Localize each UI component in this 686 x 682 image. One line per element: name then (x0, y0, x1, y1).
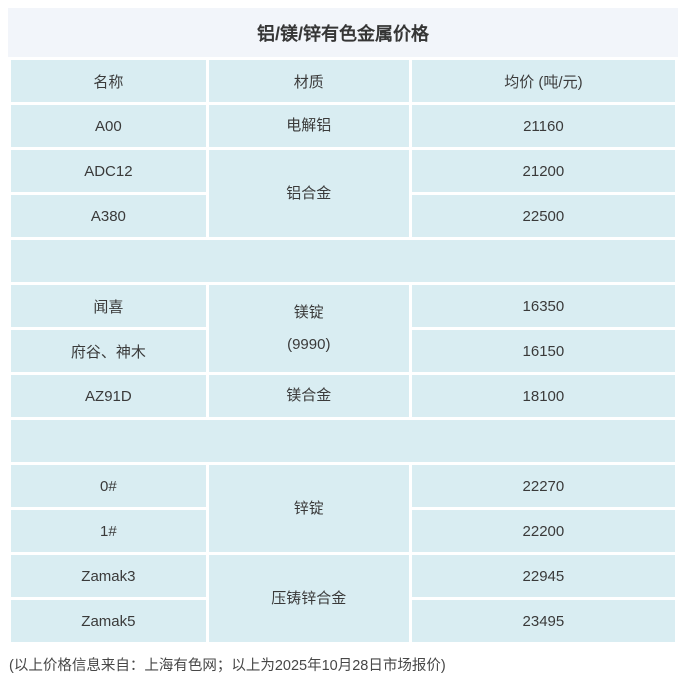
page-title: 铝/镁/锌有色金属价格 (8, 8, 678, 57)
header-row: 名称 材质 均价 (吨/元) (11, 60, 675, 102)
price-table: 名称 材质 均价 (吨/元) A00 电解铝 21160 ADC12 铝合金 2… (8, 57, 678, 645)
price-cell: 21160 (411, 105, 675, 147)
section-spacer-row (11, 240, 675, 282)
price-cell: 16150 (411, 330, 675, 372)
name-cell: 0# (11, 465, 206, 507)
material-cell: 铝合金 (208, 150, 409, 237)
name-cell: 府谷、神木 (11, 330, 206, 372)
material-cell: 镁锭 (9990) (208, 285, 409, 372)
price-cell: 21200 (411, 150, 675, 192)
table-row: A00 电解铝 21160 (11, 105, 675, 147)
table-row: 闻喜 镁锭 (9990) 16350 (11, 285, 675, 372)
name-cell: A380 (11, 195, 206, 237)
col-header-material: 材质 (208, 60, 409, 102)
material-cell: 锌锭 (208, 465, 409, 552)
name-cell: AZ91D (11, 375, 206, 417)
col-header-price: 均价 (吨/元) (411, 60, 675, 102)
section-spacer (11, 420, 675, 462)
section-spacer (11, 240, 675, 282)
price-cell: 22500 (411, 195, 675, 237)
section-spacer-row (11, 420, 675, 462)
name-cell: Zamak5 (11, 600, 206, 642)
table-row: Zamak3 压铸锌合金 22945 (11, 555, 675, 642)
material-cell: 镁合金 (208, 375, 409, 417)
table-row: AZ91D 镁合金 18100 (11, 375, 675, 417)
name-cell: ADC12 (11, 150, 206, 192)
name-cell: A00 (11, 105, 206, 147)
material-cell: 电解铝 (208, 105, 409, 147)
price-cell: 16350 (411, 285, 675, 327)
table-row: 府谷、神木 16150 (11, 330, 675, 372)
price-cell: 22200 (411, 510, 675, 552)
table-row: 1# 22200 (11, 510, 675, 552)
table-row: ADC12 铝合金 21200 (11, 150, 675, 237)
col-header-name: 名称 (11, 60, 206, 102)
material-cell: 压铸锌合金 (208, 555, 409, 642)
table-row: 0# 锌锭 22270 (11, 465, 675, 552)
price-cell: 23495 (411, 600, 675, 642)
table-row: Zamak5 23495 (11, 600, 675, 642)
source-note: (以上价格信息来自：上海有色网；以上为2025年10月28日市场报价) (9, 658, 446, 674)
name-cell: Zamak3 (11, 555, 206, 597)
price-cell: 22270 (411, 465, 675, 507)
name-cell: 闻喜 (11, 285, 206, 327)
name-cell: 1# (11, 510, 206, 552)
price-cell: 18100 (411, 375, 675, 417)
table-row: A380 22500 (11, 195, 675, 237)
price-cell: 22945 (411, 555, 675, 597)
